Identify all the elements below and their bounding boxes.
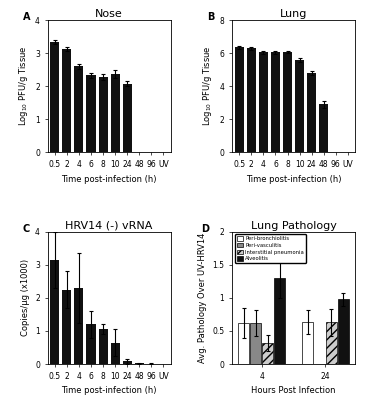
Bar: [111, 74, 120, 152]
Y-axis label: Log$_{10}$ PFU/g Tissue: Log$_{10}$ PFU/g Tissue: [16, 46, 30, 126]
Bar: [326, 322, 337, 364]
X-axis label: Time post-infection (h): Time post-infection (h): [61, 174, 157, 184]
Bar: [283, 52, 292, 152]
Bar: [50, 42, 59, 152]
Text: D: D: [201, 224, 209, 234]
Bar: [86, 75, 96, 152]
Bar: [135, 363, 144, 364]
Bar: [123, 84, 132, 152]
Y-axis label: Avg. Pathology Over UV-HRV14: Avg. Pathology Over UV-HRV14: [198, 233, 207, 363]
Bar: [274, 278, 285, 364]
Bar: [338, 299, 348, 364]
Bar: [111, 342, 120, 364]
Title: Nose: Nose: [95, 9, 123, 19]
Bar: [123, 361, 132, 364]
Bar: [307, 73, 316, 152]
X-axis label: Time post-infection (h): Time post-infection (h): [246, 174, 341, 184]
Bar: [250, 323, 261, 364]
Bar: [50, 260, 59, 364]
Bar: [319, 104, 328, 152]
Text: C: C: [23, 224, 30, 234]
Bar: [262, 343, 273, 364]
Text: A: A: [23, 12, 30, 22]
Bar: [98, 77, 108, 152]
Bar: [86, 324, 96, 364]
Bar: [295, 60, 304, 152]
Bar: [302, 322, 313, 364]
Y-axis label: Copies/μg (x1000): Copies/μg (x1000): [20, 259, 30, 336]
Bar: [74, 66, 83, 152]
Bar: [235, 47, 244, 152]
Bar: [62, 290, 71, 364]
Bar: [247, 48, 256, 152]
X-axis label: Time post-infection (h): Time post-infection (h): [61, 386, 157, 395]
Bar: [74, 288, 83, 364]
Legend: Peri-bronchiolitis, Peri-vasculitis, Interstitial pneumonia, Alveolitis: Peri-bronchiolitis, Peri-vasculitis, Int…: [235, 234, 306, 263]
Bar: [271, 52, 280, 152]
X-axis label: Hours Post Infection: Hours Post Infection: [251, 386, 336, 395]
Title: Lung Pathology: Lung Pathology: [251, 221, 336, 231]
Y-axis label: Log$_{10}$ PFU/g Tissue: Log$_{10}$ PFU/g Tissue: [201, 46, 214, 126]
Bar: [62, 49, 71, 152]
Bar: [98, 329, 108, 364]
Title: Lung: Lung: [280, 9, 307, 19]
Title: HRV14 (-) vRNA: HRV14 (-) vRNA: [66, 221, 153, 231]
Text: B: B: [208, 12, 215, 22]
Bar: [259, 52, 268, 152]
Bar: [239, 323, 249, 364]
